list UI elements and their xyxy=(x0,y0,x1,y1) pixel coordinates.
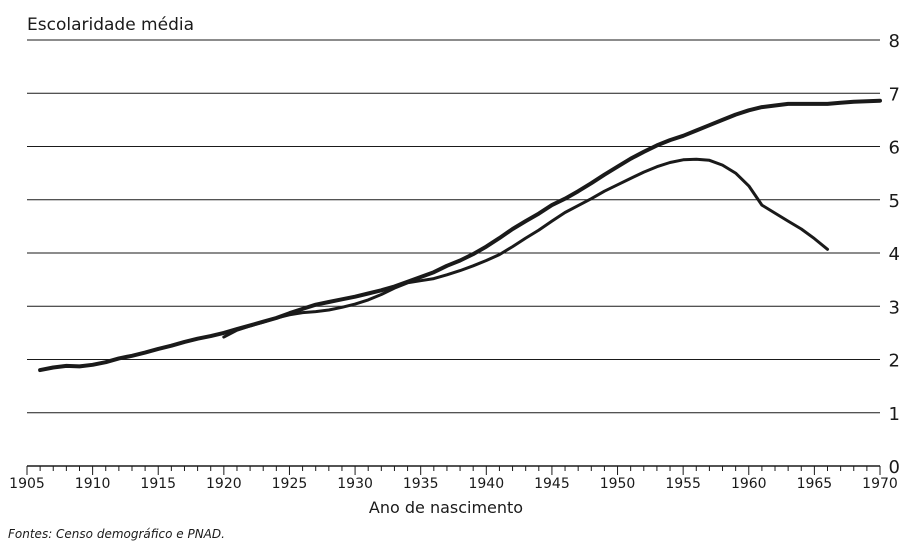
x-tick-label: 1925 xyxy=(272,476,308,492)
x-axis xyxy=(26,465,881,475)
x-tick-label: 1905 xyxy=(9,476,45,492)
x-tick-label: 1910 xyxy=(75,476,111,492)
gridlines xyxy=(27,39,880,414)
y-tick-label: 1 xyxy=(889,404,900,425)
y-tick-label: 2 xyxy=(889,351,900,372)
x-tick-label: 1935 xyxy=(403,476,439,492)
x-tick-label: 1955 xyxy=(665,476,701,492)
x-tick-labels: 1905 1910 1915 1920 1925 1930 1935 1940 1945 1950… xyxy=(9,476,898,492)
x-tick-label: 1950 xyxy=(600,476,636,492)
x-tick-label: 1970 xyxy=(862,476,898,492)
x-tick-label: 1920 xyxy=(206,476,242,492)
y-tick-labels: 0 1 2 3 4 5 6 7 8 xyxy=(889,31,900,478)
y-tick-label: 8 xyxy=(889,31,900,52)
series-line-1 xyxy=(38,98,882,373)
y-tick-label: 5 xyxy=(889,191,900,212)
x-axis-label: Ano de nascimento xyxy=(369,498,523,517)
source-note: Fontes: Censo demográfico e PNAD. xyxy=(8,527,225,541)
y-tick-label: 3 xyxy=(889,297,900,318)
series-line-2 xyxy=(222,157,829,339)
x-tick-label: 1965 xyxy=(797,476,833,492)
y-tick-label: 0 xyxy=(889,457,900,478)
x-tick-label: 1915 xyxy=(140,476,176,492)
y-axis-label: Escolaridade média xyxy=(27,15,194,35)
y-tick-label: 4 xyxy=(889,244,900,265)
x-tick-label: 1945 xyxy=(534,476,570,492)
y-tick-label: 7 xyxy=(889,84,900,105)
x-tick-label: 1940 xyxy=(468,476,504,492)
x-tick-label: 1930 xyxy=(337,476,373,492)
x-tick-label: 1960 xyxy=(731,476,767,492)
series-lines xyxy=(38,98,882,373)
y-tick-label: 6 xyxy=(889,138,900,159)
